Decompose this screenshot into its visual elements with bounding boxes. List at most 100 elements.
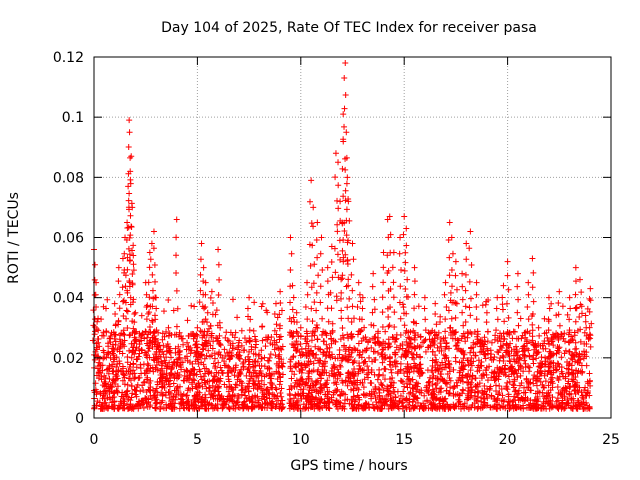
data-point [570, 370, 577, 377]
data-point [572, 305, 579, 312]
data-point [428, 338, 435, 345]
data-point [191, 377, 198, 384]
data-point [452, 328, 459, 335]
data-point [110, 390, 117, 397]
data-point [221, 346, 228, 353]
data-point [290, 314, 297, 321]
data-point [165, 332, 172, 339]
data-point [547, 387, 554, 394]
data-point [372, 384, 379, 391]
data-point [565, 331, 572, 338]
data-point [566, 383, 573, 390]
data-point [345, 374, 352, 381]
data-point [397, 360, 404, 367]
data-point [206, 325, 213, 332]
data-point [375, 372, 382, 379]
data-point [412, 345, 419, 352]
data-point [149, 334, 156, 341]
data-point [200, 345, 207, 352]
data-point [350, 315, 357, 322]
data-point [413, 395, 420, 402]
data-point [203, 365, 210, 372]
data-point [514, 270, 521, 277]
data-point [510, 370, 517, 377]
data-point [524, 395, 531, 402]
data-point [370, 348, 377, 355]
data-point [205, 368, 212, 375]
data-point [261, 373, 268, 380]
data-point [429, 348, 436, 355]
data-point [547, 360, 554, 367]
data-point [361, 376, 368, 383]
data-point [491, 353, 498, 360]
data-point [115, 278, 122, 285]
data-point [205, 338, 212, 345]
data-point [301, 360, 308, 367]
data-point [520, 368, 527, 375]
data-point [254, 393, 261, 400]
data-point [494, 337, 501, 344]
data-point [380, 338, 387, 345]
data-point [379, 294, 386, 301]
data-point [128, 354, 135, 361]
data-point [128, 383, 135, 390]
data-point [555, 403, 562, 410]
data-point [95, 369, 102, 376]
data-point [184, 339, 191, 346]
data-point [468, 392, 475, 399]
data-point [132, 309, 139, 316]
data-point [277, 322, 284, 329]
data-point [426, 374, 433, 381]
data-point [229, 296, 236, 303]
data-point [254, 386, 261, 393]
data-point [570, 399, 577, 406]
data-point [163, 370, 170, 377]
data-point [208, 401, 215, 408]
data-point [229, 386, 236, 393]
data-point [535, 349, 542, 356]
data-point [133, 328, 140, 335]
data-point [562, 347, 569, 354]
data-point [288, 330, 295, 337]
data-point [169, 405, 176, 412]
data-point [305, 370, 312, 377]
data-point [431, 341, 438, 348]
data-point [314, 219, 321, 226]
data-point [510, 381, 517, 388]
data-point [226, 356, 233, 363]
data-point [516, 354, 523, 361]
data-point [454, 382, 461, 389]
data-point [126, 206, 133, 213]
data-point [295, 360, 302, 367]
data-point [558, 354, 565, 361]
data-point [414, 380, 421, 387]
data-points [89, 60, 595, 412]
data-point [437, 396, 444, 403]
data-point [213, 369, 220, 376]
data-point [227, 352, 234, 359]
data-point [345, 237, 352, 244]
data-point [466, 304, 473, 311]
data-point [329, 329, 336, 336]
data-point [242, 392, 249, 399]
data-point [422, 327, 429, 334]
data-point [365, 338, 372, 345]
data-point [234, 376, 241, 383]
x-tick-label: 25 [602, 432, 620, 448]
data-point [198, 376, 205, 383]
data-point [488, 374, 495, 381]
data-point [124, 225, 131, 232]
data-point [309, 318, 316, 325]
data-point [105, 370, 112, 377]
data-point [462, 271, 469, 278]
data-point [250, 350, 257, 357]
data-point [180, 377, 187, 384]
y-tick-label: 0.06 [53, 231, 84, 247]
data-point [141, 378, 148, 385]
data-point [221, 401, 228, 408]
data-point [472, 375, 479, 382]
data-point [344, 304, 351, 311]
data-point [421, 405, 428, 412]
data-point [381, 402, 388, 409]
data-point [410, 318, 417, 325]
